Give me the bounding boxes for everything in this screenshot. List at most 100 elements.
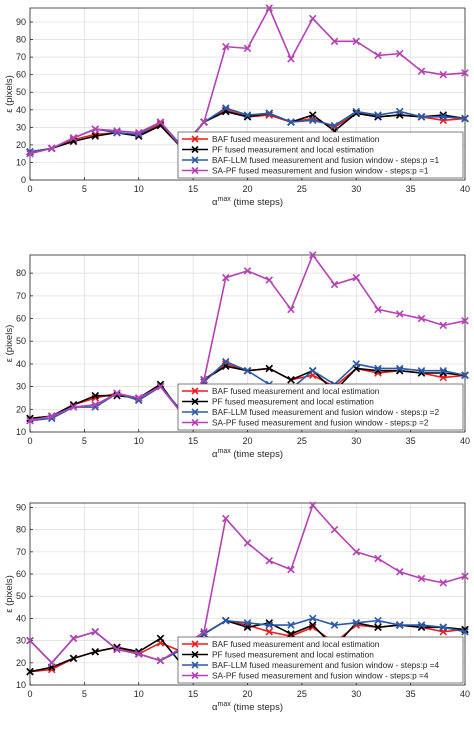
marker-stroke	[352, 37, 361, 46]
data-point	[308, 14, 317, 23]
data-point	[69, 134, 78, 142]
marker-stroke	[417, 621, 426, 629]
data-point	[221, 616, 230, 625]
marker-stroke	[221, 514, 230, 523]
data-point	[287, 55, 295, 63]
data-point	[134, 650, 143, 658]
data-point	[265, 276, 274, 284]
x-tick-label: 20	[242, 689, 252, 699]
y-tick-label: 40	[16, 105, 26, 115]
x-tick-label: 5	[82, 184, 87, 194]
data-point	[47, 412, 56, 420]
marker-stroke	[352, 273, 361, 282]
marker-stroke	[47, 659, 56, 667]
x-tick-label: 15	[188, 689, 198, 699]
marker-stroke	[439, 579, 448, 587]
x-axis-label: αmax (time steps)	[212, 196, 283, 208]
marker-stroke	[26, 148, 34, 156]
marker-stroke	[374, 364, 382, 373]
y-tick-label: 20	[16, 404, 26, 414]
marker-stroke	[330, 37, 339, 46]
marker-stroke	[287, 376, 295, 384]
data-point	[439, 70, 448, 79]
marker-stroke	[439, 321, 448, 330]
legend-entry: SA-PF fused measurement and fusion windo…	[182, 418, 429, 428]
marker-stroke	[395, 364, 404, 373]
data-point	[417, 621, 426, 629]
legend-label: BAF-LLM fused measurement and fusion win…	[212, 155, 440, 165]
x-tick-label: 5	[82, 436, 87, 446]
data-point	[461, 69, 469, 77]
data-point	[287, 118, 295, 126]
series-4	[26, 501, 469, 667]
marker-stroke	[374, 623, 382, 632]
data-point	[47, 144, 56, 153]
legend-label: SA-PF fused measurement and fusion windo…	[212, 418, 429, 428]
data-point	[134, 128, 143, 137]
data-point	[352, 360, 361, 368]
data-point	[308, 614, 317, 623]
marker-stroke	[308, 14, 317, 23]
y-tick-label: 90	[16, 17, 26, 27]
legend-marker	[191, 408, 199, 416]
data-point	[417, 574, 426, 583]
marker-stroke	[221, 42, 230, 51]
x-tick-label: 0	[27, 436, 32, 446]
x-tick-label: 15	[188, 184, 198, 194]
marker-stroke	[156, 634, 165, 643]
data-point	[374, 616, 382, 625]
y-tick-label: 50	[16, 336, 26, 346]
data-point	[69, 634, 78, 643]
data-point	[47, 659, 56, 667]
marker-stroke	[243, 267, 252, 275]
data-point	[395, 364, 404, 373]
marker-stroke	[69, 401, 78, 409]
marker-stroke	[221, 357, 230, 366]
legend-marker	[191, 135, 199, 143]
data-point	[395, 310, 404, 318]
data-point	[330, 525, 339, 534]
y-tick-label: 30	[16, 382, 26, 392]
marker-stroke	[308, 251, 317, 259]
marker-stroke	[461, 627, 469, 636]
data-point	[265, 621, 274, 629]
data-point	[91, 401, 100, 409]
data-point	[287, 565, 295, 574]
marker-stroke	[395, 621, 404, 629]
data-point	[243, 619, 252, 627]
data-point	[221, 514, 230, 523]
chart-panel-2: 0 5 10 15 20 25 30 35 40 10 20 30 40 50 60 70 80 αmax (ti…	[4, 251, 470, 460]
marker-stroke	[308, 116, 317, 125]
marker-stroke	[308, 623, 317, 632]
marker-stroke	[439, 623, 448, 632]
marker-stroke	[69, 134, 78, 142]
y-tick-label: 70	[16, 52, 26, 62]
marker-stroke	[134, 396, 143, 404]
legend-entry: BAF fused measurement and local estimati…	[182, 386, 380, 396]
data-point	[200, 118, 208, 126]
marker-stroke	[352, 548, 361, 556]
marker-stroke	[156, 380, 165, 389]
marker-stroke	[461, 69, 469, 77]
data-point	[439, 366, 448, 375]
data-point	[308, 501, 317, 509]
data-point	[221, 273, 230, 282]
data-point	[395, 568, 404, 576]
data-point	[243, 111, 252, 119]
data-point	[461, 114, 469, 123]
marker-stroke	[395, 568, 404, 576]
legend-marker	[191, 661, 199, 669]
data-point	[395, 621, 404, 629]
data-point	[156, 118, 165, 126]
data-point	[200, 627, 208, 636]
marker-stroke	[134, 650, 143, 658]
marker-stroke	[395, 310, 404, 318]
legend-box	[177, 131, 464, 179]
data-point	[352, 619, 361, 627]
marker-stroke	[374, 111, 382, 119]
marker-stroke	[91, 401, 100, 409]
data-point	[113, 645, 121, 654]
data-point	[265, 556, 274, 565]
legend-entry: BAF-LLM fused measurement and fusion win…	[182, 155, 440, 165]
